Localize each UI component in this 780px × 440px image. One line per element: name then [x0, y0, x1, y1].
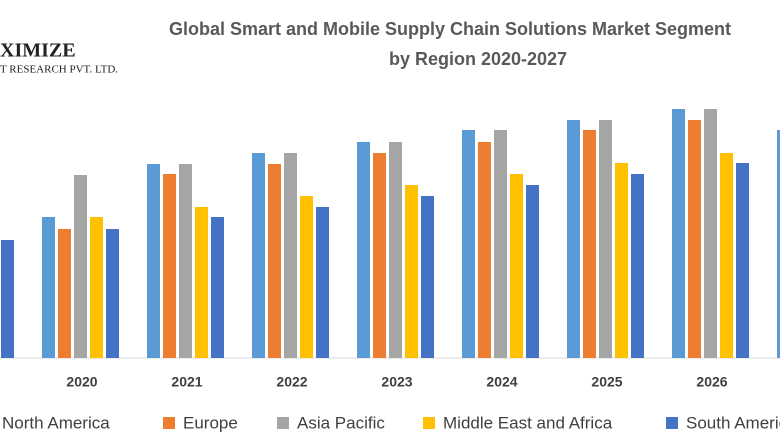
bar — [179, 164, 192, 358]
chart-title: by Region 2020-2027 — [389, 49, 567, 69]
bar — [510, 174, 523, 358]
bar — [163, 174, 176, 358]
x-tick-label: 2020 — [66, 374, 97, 390]
bar — [405, 185, 418, 358]
bar — [211, 217, 224, 358]
x-tick-label: 2026 — [696, 374, 727, 390]
bar — [389, 142, 402, 358]
bar — [252, 153, 265, 358]
bar — [1, 240, 14, 358]
x-tick-label: 2024 — [486, 374, 517, 390]
bar — [300, 196, 313, 358]
bar — [631, 174, 644, 358]
x-tick-label: 2021 — [171, 374, 202, 390]
bar — [195, 207, 208, 358]
legend-label: North America — [2, 413, 110, 432]
bar — [268, 164, 281, 358]
bar — [357, 142, 370, 358]
bar — [599, 120, 612, 358]
bar — [58, 229, 71, 358]
chart-title: Global Smart and Mobile Supply Chain Sol… — [169, 19, 731, 39]
legend-label: Asia Pacific — [297, 413, 385, 432]
legend-label: South America — [686, 413, 780, 432]
legend-swatch — [277, 417, 289, 429]
x-tick-label: 2022 — [276, 374, 307, 390]
bar — [478, 142, 491, 358]
bar — [373, 153, 386, 358]
legend-swatch — [163, 417, 175, 429]
legend-label: Middle East and Africa — [443, 413, 613, 432]
bar — [615, 163, 628, 358]
logo-text: XIMIZE — [0, 40, 76, 62]
bar — [567, 120, 580, 358]
bar — [421, 196, 434, 358]
legend-swatch — [423, 417, 435, 429]
bar — [284, 153, 297, 358]
x-tick-label: 2023 — [381, 374, 412, 390]
bar — [704, 109, 717, 358]
bar — [316, 207, 329, 358]
bar — [688, 120, 701, 358]
bar — [720, 153, 733, 358]
bar — [583, 130, 596, 358]
x-tick-label: 2025 — [591, 374, 622, 390]
legend-label: Europe — [183, 413, 238, 432]
legend-swatch — [666, 417, 678, 429]
bar — [42, 217, 55, 358]
bar — [462, 130, 475, 358]
bar — [106, 229, 119, 358]
bar — [74, 175, 87, 358]
bar — [736, 163, 749, 358]
bar — [777, 130, 780, 358]
bar — [672, 109, 685, 358]
bar — [494, 130, 507, 358]
logo-subtext: T RESEARCH PVT. LTD. — [0, 64, 118, 76]
bar — [526, 185, 539, 358]
bar — [90, 217, 103, 358]
bar — [147, 164, 160, 358]
